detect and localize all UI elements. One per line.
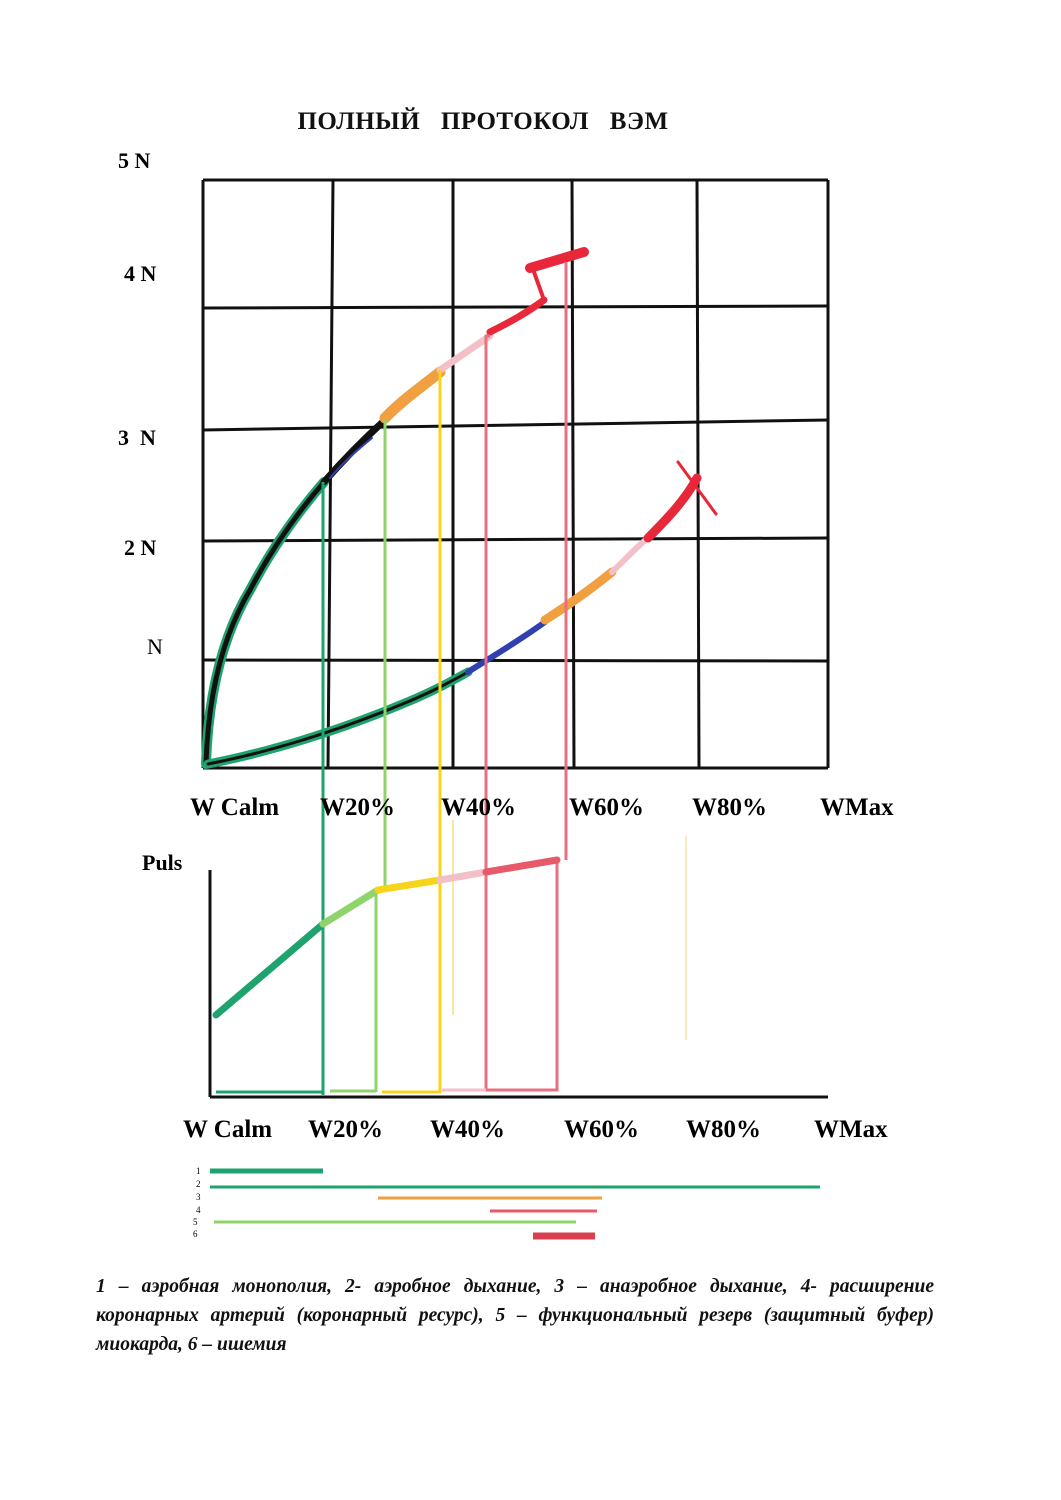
lower-curve: [203, 460, 718, 769]
puls-label: Puls: [142, 850, 183, 875]
top-x-label-w40: W40%: [441, 794, 516, 821]
legend-number-5: 5: [193, 1217, 198, 1227]
y-label-4n: 4 N: [124, 261, 157, 286]
top-x-label-wcalm: W Calm: [190, 794, 279, 821]
legend-number-6: 6: [193, 1229, 198, 1239]
pulse-axes: [208, 870, 828, 1099]
pulse-baseline: [216, 1088, 486, 1094]
y-label-2n: 2 N: [124, 535, 157, 560]
bottom-x-label-wcalm: W Calm: [183, 1116, 272, 1143]
top-x-label-w80: W80%: [692, 794, 767, 821]
connector-lines: [321, 262, 687, 1095]
caption: 1 – аэробная монополия, 2- аэробное дыха…: [96, 1276, 934, 1355]
bottom-x-label-wmax: WMax: [814, 1116, 888, 1143]
top-x-label-w20: W20%: [320, 794, 395, 821]
legend-number-2: 2: [196, 1179, 201, 1189]
y-label-n: N: [147, 634, 163, 659]
top-x-label-w60: W60%: [569, 794, 644, 821]
page-title: ПОЛНЫЙ ПРОТОКОЛ ВЭМ: [297, 108, 669, 135]
legend-number-1: 1: [196, 1166, 201, 1176]
zone-legend: 1 2 3 4 5 6: [193, 1166, 820, 1240]
top-x-label-wmax: WMax: [820, 794, 894, 821]
pulse-curve: [212, 856, 561, 1019]
legend-number-3: 3: [196, 1192, 201, 1202]
bottom-x-label-w40: W40%: [430, 1116, 505, 1143]
upper-curve: [201, 247, 589, 769]
y-label-3n: 3 N: [118, 425, 156, 450]
y-label-5n: 5 N: [118, 148, 151, 173]
bottom-x-label-w20: W20%: [308, 1116, 383, 1143]
legend-number-4: 4: [196, 1205, 201, 1215]
bottom-x-label-w80: W80%: [686, 1116, 761, 1143]
top-grid: [201, 178, 830, 770]
bottom-x-label-w60: W60%: [564, 1116, 639, 1143]
